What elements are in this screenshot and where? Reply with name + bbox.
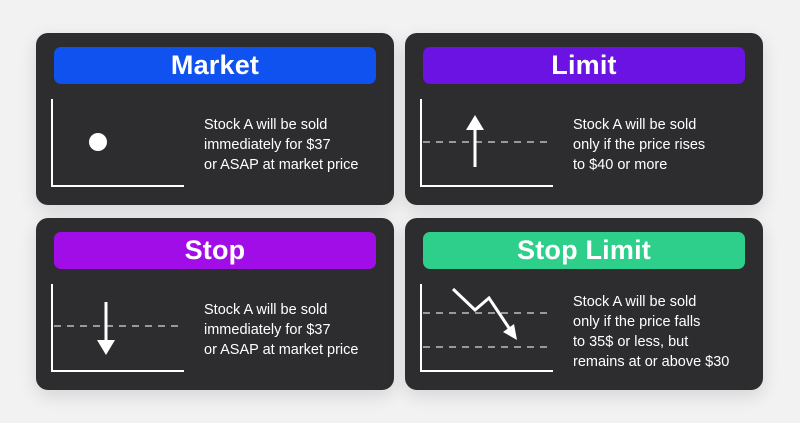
stop-description: Stock A will be sold immediately for $37… xyxy=(204,300,388,360)
limit-banner: Limit xyxy=(423,47,745,84)
limit-chart xyxy=(420,99,553,187)
description-line: Stock A will be sold xyxy=(573,117,697,133)
market-card: Market Stock A will be sold immediately … xyxy=(36,33,394,205)
limit-card: Limit Stock A will be sold only if the p… xyxy=(405,33,763,205)
stop-banner: Stop xyxy=(54,232,376,269)
stop-limit-chart xyxy=(420,284,553,372)
market-chart xyxy=(51,99,184,187)
description-line: or ASAP at market price xyxy=(204,157,359,173)
chart-axes xyxy=(51,284,184,372)
description-line: only if the price falls xyxy=(573,314,701,330)
description-line: or ASAP at market price xyxy=(204,342,359,358)
market-banner: Market xyxy=(54,47,376,84)
stop-card: Stop Stock A will be sold immediately fo… xyxy=(36,218,394,390)
arrow-down-icon xyxy=(97,302,115,355)
description-line: only if the price rises xyxy=(573,137,706,153)
chart-axes xyxy=(51,99,184,187)
description-line: immediately for $37 xyxy=(204,322,331,338)
description-line: Stock A will be sold xyxy=(573,294,697,310)
description-line: immediately for $37 xyxy=(204,137,331,153)
market-description: Stock A will be sold immediately for $37… xyxy=(204,115,388,175)
description-line: remains at or above $30 xyxy=(573,354,730,370)
stop-limit-banner: Stop Limit xyxy=(423,232,745,269)
chart-axes xyxy=(420,284,553,372)
arrow-down-right-icon xyxy=(451,287,517,340)
stop-chart xyxy=(51,284,184,372)
stop-limit-card: Stop Limit Stock A will be sold only if … xyxy=(405,218,763,390)
arrow-up-icon xyxy=(466,115,484,167)
description-line: to 35$ or less, but xyxy=(573,334,689,350)
description-line: to $40 or more xyxy=(573,157,668,173)
description-line: Stock A will be sold xyxy=(204,117,328,133)
chart-axes xyxy=(420,99,553,187)
description-line: Stock A will be sold xyxy=(204,302,328,318)
dot-marker-icon xyxy=(89,133,107,151)
limit-description: Stock A will be sold only if the price r… xyxy=(573,115,757,175)
stop-limit-description: Stock A will be sold only if the price f… xyxy=(573,292,757,372)
